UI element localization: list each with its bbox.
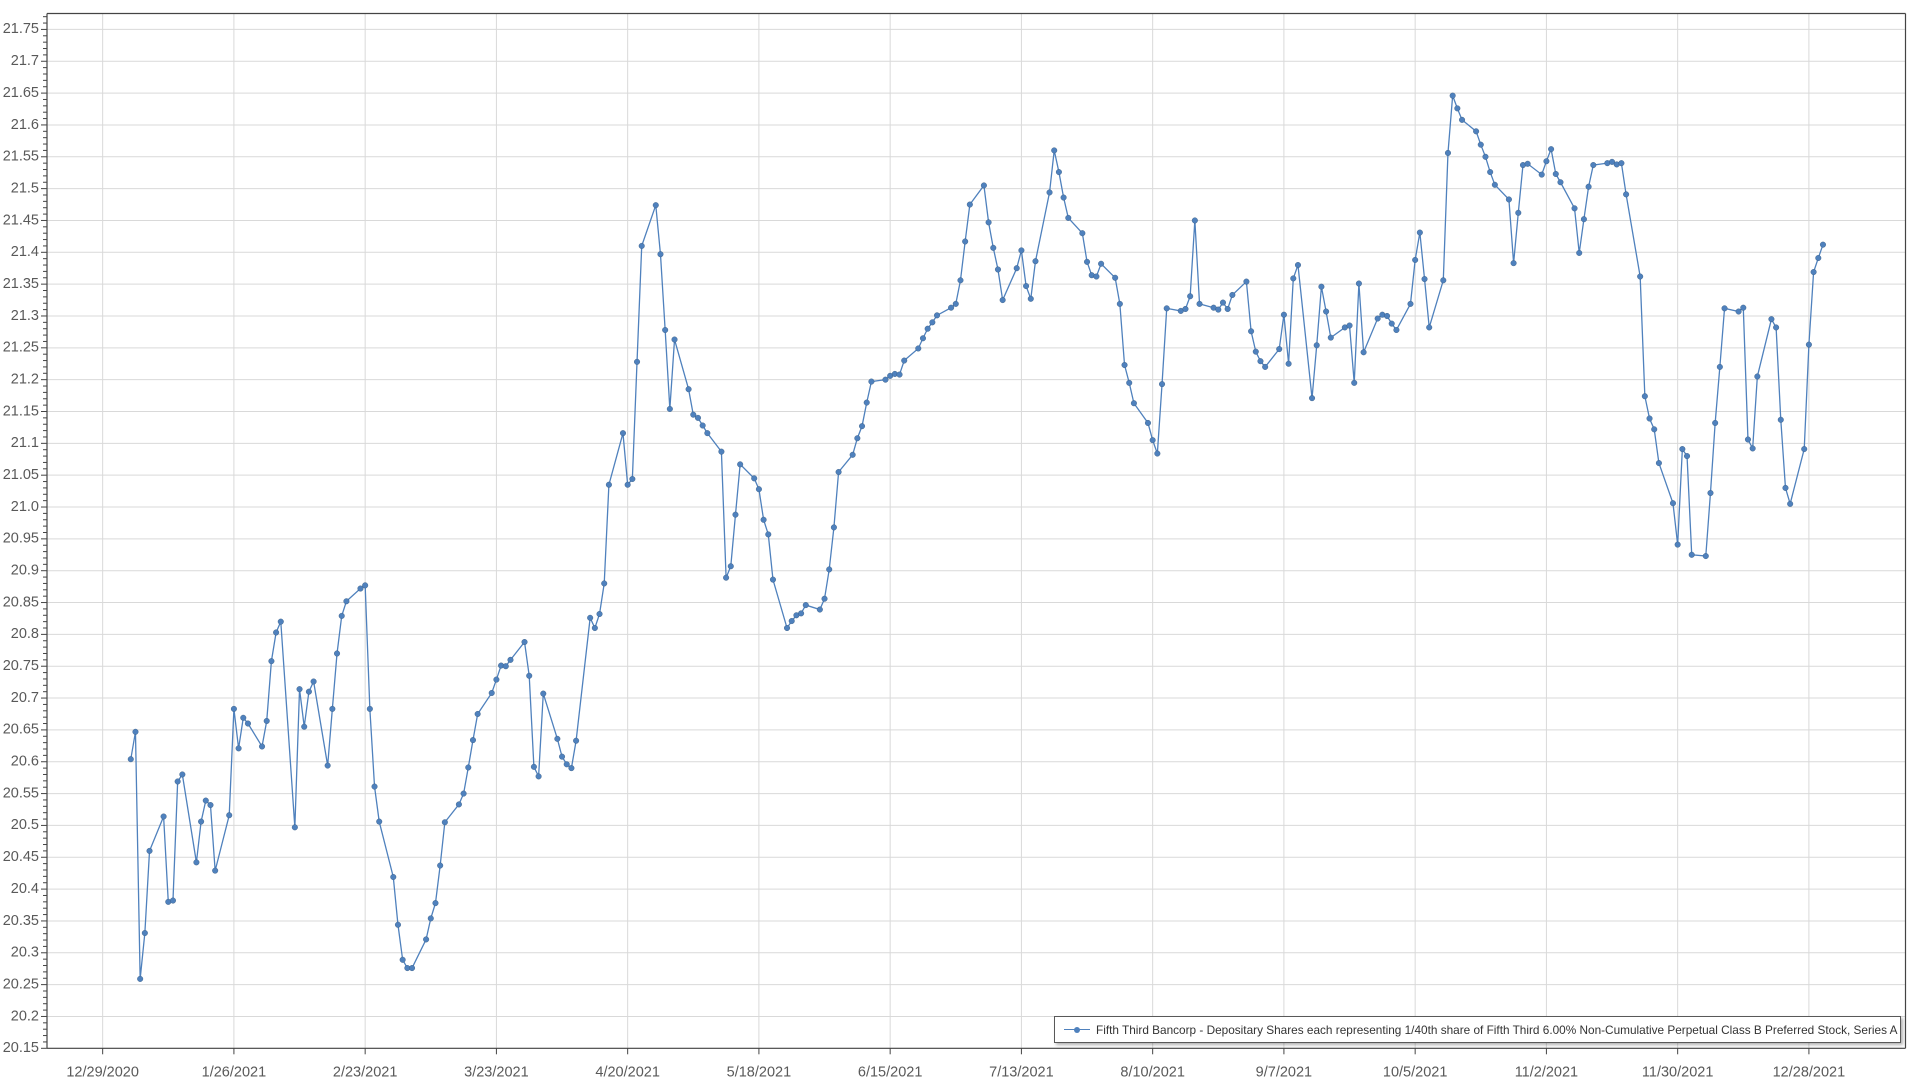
svg-text:20.5: 20.5 [11,817,39,833]
svg-text:9/7/2021: 9/7/2021 [1256,1064,1312,1080]
svg-text:21.6: 21.6 [11,117,39,133]
svg-text:21.15: 21.15 [3,403,39,419]
svg-text:12/28/2021: 12/28/2021 [1773,1064,1846,1080]
svg-text:21.55: 21.55 [3,149,39,165]
svg-text:20.25: 20.25 [3,976,39,992]
svg-text:5/18/2021: 5/18/2021 [727,1064,792,1080]
svg-text:21.65: 21.65 [3,85,39,101]
svg-text:20.35: 20.35 [3,913,39,929]
svg-text:2/23/2021: 2/23/2021 [333,1064,398,1080]
svg-text:20.95: 20.95 [3,531,39,547]
svg-text:7/13/2021: 7/13/2021 [989,1064,1054,1080]
svg-text:10/5/2021: 10/5/2021 [1383,1064,1448,1080]
svg-text:20.9: 20.9 [11,563,39,579]
svg-text:20.8: 20.8 [11,626,39,642]
svg-text:21.0: 21.0 [11,499,39,515]
svg-text:21.2: 21.2 [11,371,39,387]
svg-text:8/10/2021: 8/10/2021 [1120,1064,1185,1080]
svg-text:21.45: 21.45 [3,212,39,228]
svg-text:21.7: 21.7 [11,53,39,69]
svg-text:21.25: 21.25 [3,340,39,356]
svg-text:20.45: 20.45 [3,849,39,865]
svg-text:1/26/2021: 1/26/2021 [202,1064,267,1080]
svg-text:20.6: 20.6 [11,754,39,770]
svg-text:21.4: 21.4 [11,244,39,260]
svg-text:21.1: 21.1 [11,435,39,451]
svg-text:21.3: 21.3 [11,308,39,324]
svg-text:6/15/2021: 6/15/2021 [858,1064,923,1080]
svg-text:20.7: 20.7 [11,690,39,706]
svg-text:21.5: 21.5 [11,180,39,196]
svg-text:20.65: 20.65 [3,722,39,738]
svg-text:20.2: 20.2 [11,1008,39,1024]
svg-text:21.75: 21.75 [3,21,39,37]
svg-text:20.4: 20.4 [11,881,39,897]
svg-text:21.05: 21.05 [3,467,39,483]
svg-text:3/23/2021: 3/23/2021 [464,1064,529,1080]
svg-text:21.35: 21.35 [3,276,39,292]
svg-text:20.85: 20.85 [3,594,39,610]
svg-text:20.15: 20.15 [3,1040,39,1056]
svg-text:20.75: 20.75 [3,658,39,674]
svg-text:4/20/2021: 4/20/2021 [595,1064,660,1080]
svg-text:12/29/2020: 12/29/2020 [66,1064,139,1080]
svg-text:20.55: 20.55 [3,785,39,801]
svg-text:20.3: 20.3 [11,945,39,961]
svg-text:11/2/2021: 11/2/2021 [1515,1064,1578,1080]
svg-text:11/30/2021: 11/30/2021 [1642,1064,1714,1080]
